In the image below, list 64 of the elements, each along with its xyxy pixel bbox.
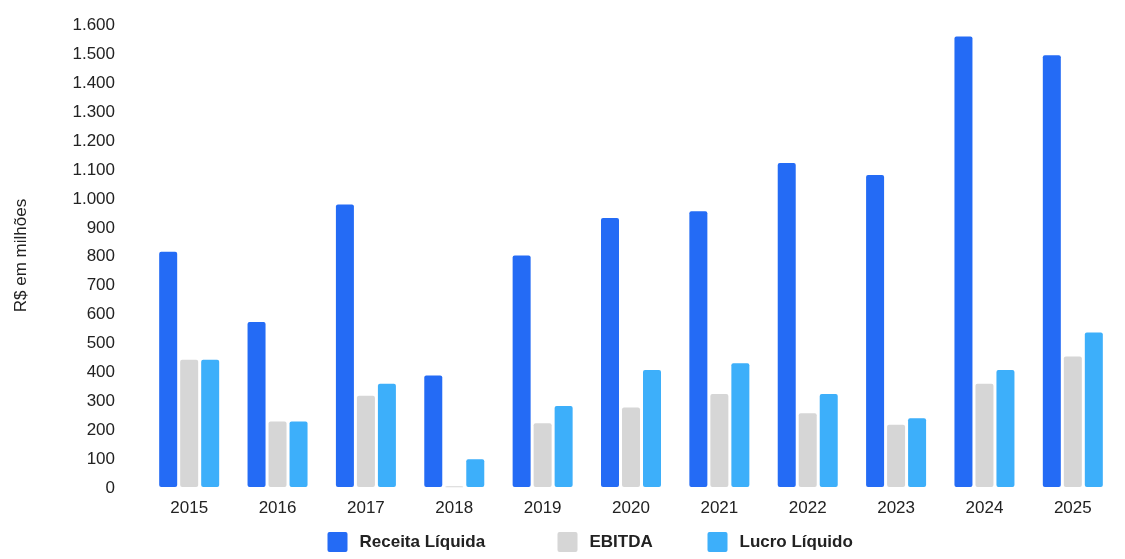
y-tick-label: 400	[86, 362, 115, 382]
bar	[908, 418, 927, 487]
y-tick-label: 300	[86, 391, 115, 411]
bar	[1042, 55, 1061, 487]
bar	[356, 395, 375, 487]
bar	[954, 36, 973, 487]
bar	[159, 251, 178, 487]
y-tick-label: 200	[86, 420, 115, 440]
bar	[798, 413, 817, 487]
x-tick-label: 2022	[788, 498, 827, 517]
bar	[975, 383, 994, 487]
x-tick-label: 2016	[258, 498, 297, 517]
bar	[466, 459, 485, 487]
bar	[601, 217, 619, 487]
y-tick-label: 1.100	[72, 159, 115, 179]
y-tick-label: 1.400	[72, 72, 115, 92]
x-tick-label: 2020	[612, 498, 650, 517]
y-tick-label: 0	[105, 477, 115, 497]
legend-label: EBITDA	[589, 532, 653, 551]
bar	[996, 370, 1015, 487]
bar	[731, 363, 750, 487]
bar	[377, 383, 396, 487]
bar	[622, 407, 640, 487]
x-tick-label: 2018	[435, 498, 474, 517]
bar	[777, 162, 796, 487]
bar	[710, 394, 729, 487]
bar	[201, 359, 220, 487]
bar	[533, 423, 552, 487]
bar	[866, 175, 885, 487]
y-tick-label: 100	[86, 449, 115, 469]
bar	[887, 424, 906, 487]
y-tick-label: 1.000	[72, 188, 115, 208]
x-tick-label: 2023	[877, 498, 915, 517]
x-tick-label: 2021	[700, 498, 739, 517]
bar	[1063, 356, 1082, 487]
x-tick-label: 2017	[347, 498, 385, 517]
y-tick-label: 600	[86, 304, 115, 324]
x-tick-label: 2025	[1053, 498, 1092, 517]
bar	[289, 421, 308, 487]
y-tick-label: 500	[86, 333, 115, 353]
x-tick-label: 2024	[965, 498, 1004, 517]
y-tick-label: 1.600	[72, 14, 115, 34]
bar	[424, 375, 443, 487]
y-tick-label: 900	[86, 217, 115, 237]
bar	[554, 405, 573, 487]
bar	[689, 211, 708, 487]
x-tick-label: 2019	[523, 498, 562, 517]
bar	[512, 255, 531, 487]
x-tick-label: 2015	[170, 498, 209, 517]
bar	[1084, 332, 1103, 487]
legend-label: Lucro Líquido	[739, 532, 853, 551]
y-tick-label: 700	[86, 275, 115, 295]
y-tick-label: 800	[86, 246, 115, 266]
bar	[180, 359, 199, 487]
bar	[819, 394, 838, 487]
y-axis-title: R$ em milhões	[11, 198, 30, 313]
bar	[268, 421, 287, 487]
legend-label: Receita Líquida	[359, 532, 486, 551]
bar	[247, 322, 266, 487]
y-tick-label: 1.500	[72, 43, 115, 63]
y-tick-label: 1.200	[72, 130, 115, 150]
bar	[643, 370, 661, 487]
y-tick-label: 1.300	[72, 101, 115, 121]
bar	[335, 204, 354, 487]
